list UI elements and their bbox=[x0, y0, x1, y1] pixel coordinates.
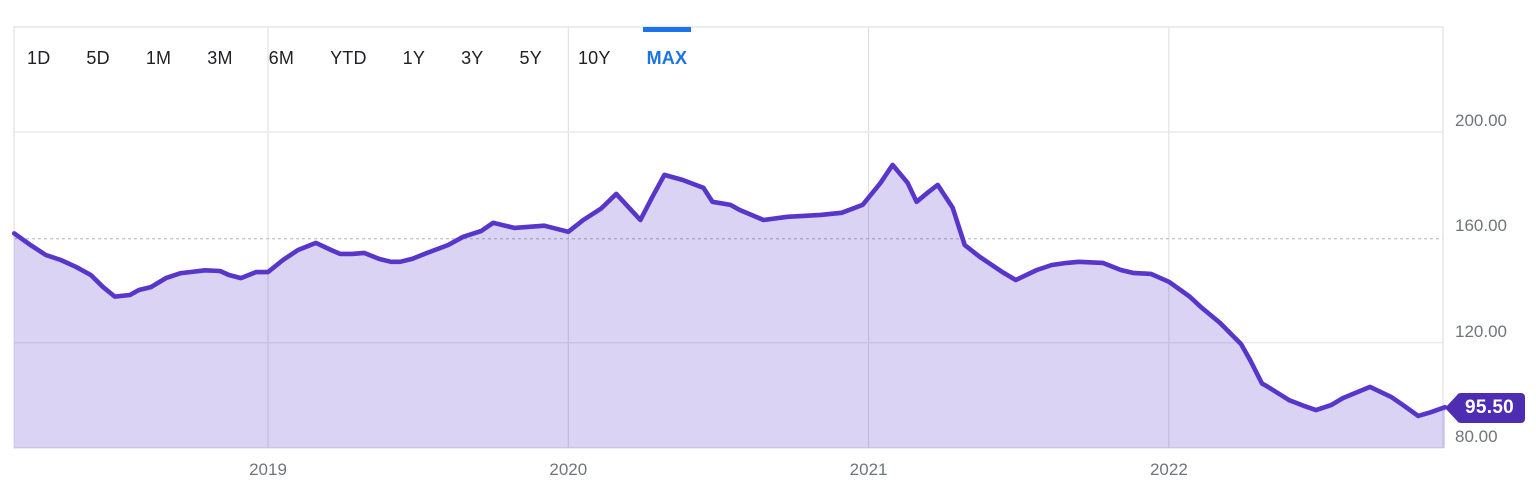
active-tab-indicator bbox=[642, 27, 691, 32]
chart-frame bbox=[13, 26, 1444, 449]
last-price-badge: 95.50 bbox=[1445, 393, 1526, 423]
tab-1m[interactable]: 1M bbox=[145, 47, 172, 68]
x-axis-label: 2021 bbox=[849, 460, 888, 479]
badge-arrow-icon bbox=[1445, 393, 1459, 423]
y-axis-label: 120.00 bbox=[1455, 321, 1507, 341]
x-axis-label: 2022 bbox=[1149, 460, 1188, 479]
tab-10y[interactable]: 10Y bbox=[577, 47, 611, 68]
tab-3m[interactable]: 3M bbox=[207, 47, 233, 68]
tab-3y[interactable]: 3Y bbox=[461, 47, 484, 68]
y-axis-label: 80.00 bbox=[1455, 427, 1498, 446]
tab-5d[interactable]: 5D bbox=[86, 47, 110, 68]
tab-max[interactable]: MAX bbox=[642, 27, 691, 89]
tab-1y[interactable]: 1Y bbox=[402, 47, 426, 68]
y-axis-label: 200.00 bbox=[1455, 111, 1507, 130]
x-axis-label: 2019 bbox=[249, 460, 287, 479]
tab-1d[interactable]: 1D bbox=[27, 47, 51, 68]
y-axis-label: 160.00 bbox=[1455, 216, 1507, 236]
tab-5y[interactable]: 5Y bbox=[519, 47, 542, 68]
tab-6m[interactable]: 6M bbox=[268, 47, 295, 68]
x-axis-label: 2020 bbox=[549, 460, 588, 479]
time-range-tabs: 1D 5D 1M 3M 6M YTD 1Y 3Y 5Y 10Y MAX bbox=[14, 27, 691, 89]
last-price-value: 95.50 bbox=[1457, 393, 1526, 423]
price-line bbox=[11, 162, 1448, 419]
price-area-fill bbox=[14, 164, 1446, 448]
tab-ytd[interactable]: YTD bbox=[330, 47, 367, 68]
